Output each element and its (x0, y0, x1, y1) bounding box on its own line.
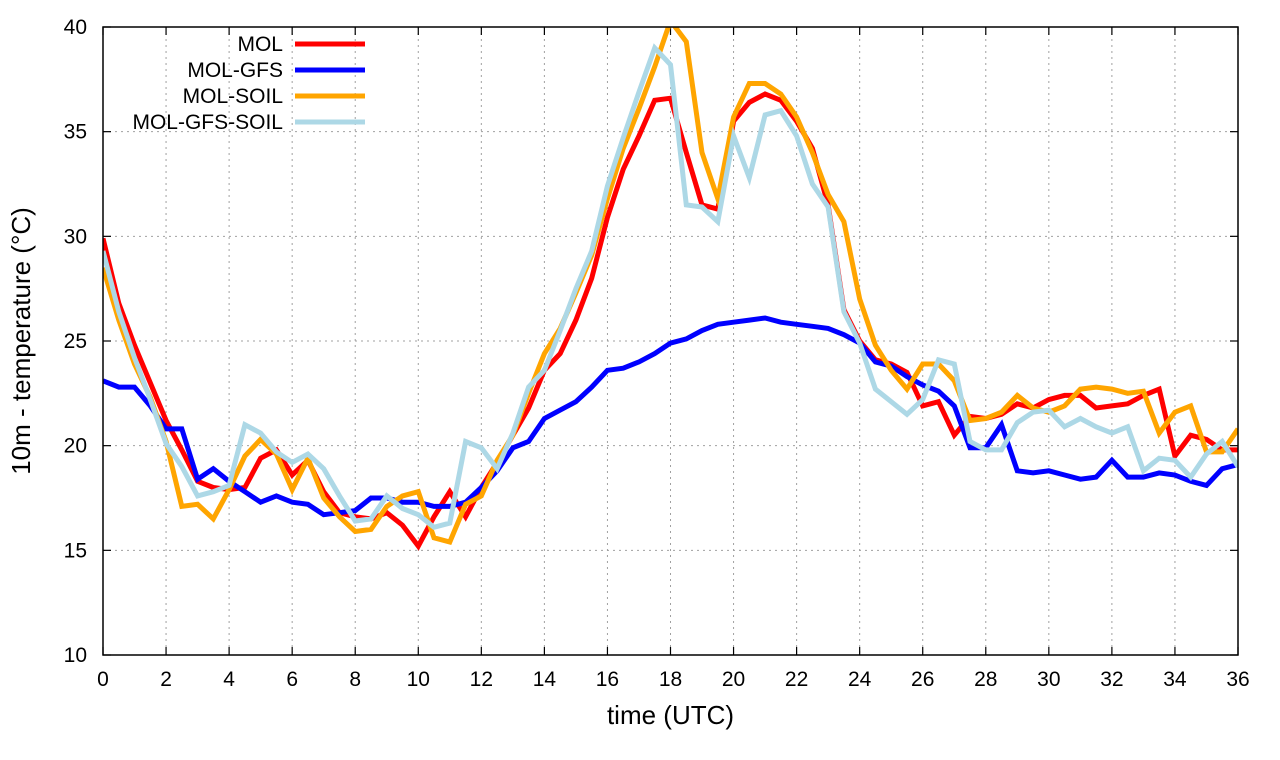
plot-frame (102, 26, 1239, 656)
x-tick-label: 28 (974, 668, 997, 691)
x-tick-label: 2 (160, 668, 172, 691)
tick-labels: 0 2 4 6 8 10 12 14 16 18 20 22 24 26 28 30 32 34 361015202… (64, 16, 1250, 691)
y-tick-label: 30 (64, 225, 87, 248)
x-axis-title: time (UTC) (607, 700, 734, 730)
x-tick-label: 14 (533, 668, 557, 691)
x-tick-label: 22 (785, 668, 808, 691)
legend-label-mol-gfs-soil: MOL-GFS-SOIL (132, 111, 283, 134)
x-tick-label: 36 (1226, 668, 1249, 691)
y-tick-label: 10 (64, 644, 87, 667)
x-tick-label: 34 (1163, 668, 1187, 691)
y-tick-label: 15 (64, 539, 87, 562)
legend-label-mol-soil: MOL-SOIL (183, 85, 283, 108)
x-tick-label: 26 (911, 668, 934, 691)
x-tick-label: 12 (470, 668, 493, 691)
y-tick-label: 25 (64, 330, 87, 353)
x-tick-label: 20 (722, 668, 745, 691)
y-tick-label: 35 (64, 121, 87, 144)
x-tick-label: 24 (848, 668, 872, 691)
x-tick-label: 6 (286, 668, 298, 691)
x-tick-label: 10 (407, 668, 430, 691)
series-lines (103, 27, 1238, 551)
y-axis-title: 10m - temperature (°C) (6, 207, 36, 475)
legend-label-mol: MOL (237, 33, 283, 56)
x-tick-label: 0 (97, 668, 109, 691)
series-line-mol (103, 91, 1238, 551)
x-tick-label: 16 (596, 668, 619, 691)
y-tick-label: 40 (64, 16, 87, 39)
x-tick-label: 30 (1037, 668, 1060, 691)
x-tick-label: 4 (223, 668, 235, 691)
series-line-mol-gfs (103, 315, 1238, 518)
x-tick-label: 8 (349, 668, 361, 691)
x-tick-label: 18 (659, 668, 682, 691)
legend-label-mol-gfs: MOL-GFS (187, 59, 283, 82)
y-tick-label: 20 (64, 435, 87, 458)
x-tick-label: 32 (1100, 668, 1123, 691)
series-line-mol-gfs-soil (103, 43, 1238, 531)
legend: MOL MOL-GFS MOL-SOIL MOL-GFS-SOIL (132, 33, 365, 134)
